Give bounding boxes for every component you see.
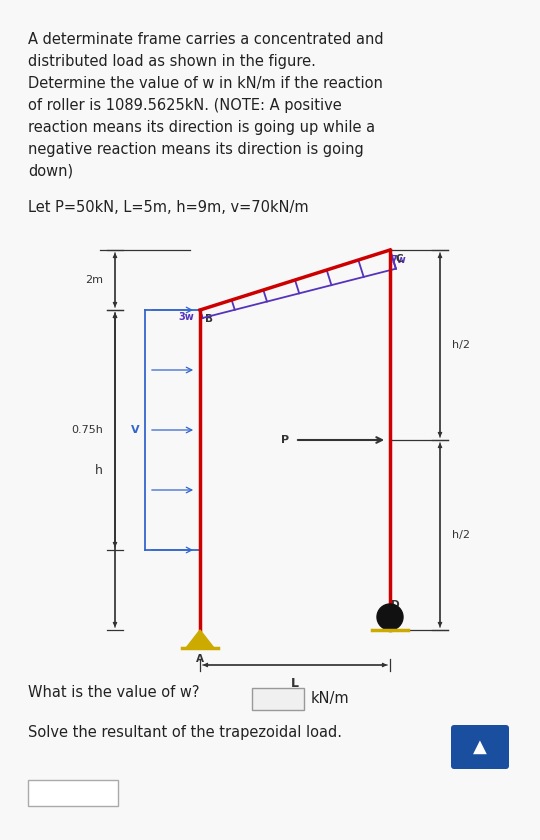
Text: ▲: ▲: [473, 738, 487, 756]
Text: distributed load as shown in the figure.: distributed load as shown in the figure.: [28, 54, 316, 69]
FancyBboxPatch shape: [451, 725, 509, 769]
Text: L: L: [291, 677, 299, 690]
Text: A: A: [196, 654, 204, 664]
Text: down): down): [28, 164, 73, 179]
Text: V: V: [131, 425, 140, 435]
Text: Let P=50kN, L=5m, h=9m, v=70kN/m: Let P=50kN, L=5m, h=9m, v=70kN/m: [28, 200, 309, 215]
Text: h/2: h/2: [452, 340, 470, 350]
Text: 0.75h: 0.75h: [71, 425, 103, 435]
Text: kN/m: kN/m: [311, 690, 349, 706]
Text: A determinate frame carries a concentrated and: A determinate frame carries a concentrat…: [28, 32, 383, 47]
Text: D: D: [390, 600, 399, 610]
Polygon shape: [186, 630, 214, 648]
Text: h: h: [95, 464, 103, 476]
Text: negative reaction means its direction is going: negative reaction means its direction is…: [28, 142, 364, 157]
FancyBboxPatch shape: [28, 780, 118, 806]
Text: 2m: 2m: [85, 275, 103, 285]
Text: B: B: [205, 314, 213, 324]
Text: h/2: h/2: [452, 530, 470, 540]
Text: 3w: 3w: [179, 312, 194, 322]
Text: What is the value of w?: What is the value of w?: [28, 685, 199, 700]
Text: of roller is 1089.5625kN. (NOTE: A positive: of roller is 1089.5625kN. (NOTE: A posit…: [28, 98, 342, 113]
Text: reaction means its direction is going up while a: reaction means its direction is going up…: [28, 120, 375, 135]
FancyBboxPatch shape: [252, 688, 304, 710]
Text: Determine the value of w in kN/m if the reaction: Determine the value of w in kN/m if the …: [28, 76, 383, 91]
Text: Solve the resultant of the trapezoidal load.: Solve the resultant of the trapezoidal l…: [28, 725, 342, 740]
Text: 7w: 7w: [390, 255, 406, 265]
Text: C: C: [395, 254, 403, 264]
Text: P: P: [281, 435, 289, 445]
Circle shape: [377, 604, 403, 630]
